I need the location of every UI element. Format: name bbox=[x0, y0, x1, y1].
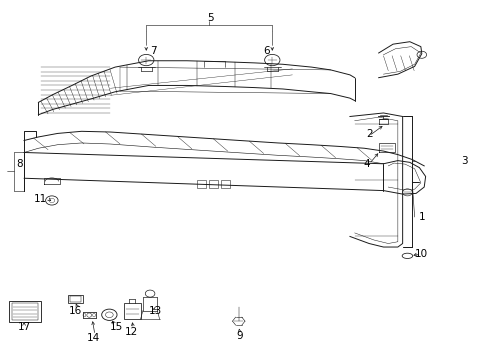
Text: 4: 4 bbox=[363, 159, 369, 169]
Text: 5: 5 bbox=[207, 13, 214, 23]
Bar bbox=[68, 294, 82, 303]
Bar bbox=[220, 180, 230, 188]
Text: 14: 14 bbox=[87, 333, 100, 343]
Text: 7: 7 bbox=[150, 46, 157, 56]
Text: 6: 6 bbox=[262, 46, 269, 56]
Text: 15: 15 bbox=[109, 323, 122, 333]
Bar bbox=[208, 180, 218, 188]
Text: 11: 11 bbox=[34, 194, 47, 204]
Text: 9: 9 bbox=[236, 331, 243, 341]
Text: 10: 10 bbox=[414, 249, 427, 259]
Text: 13: 13 bbox=[149, 306, 162, 315]
Bar bbox=[70, 296, 81, 302]
Text: 1: 1 bbox=[418, 212, 424, 222]
Text: 16: 16 bbox=[69, 306, 82, 315]
Text: 12: 12 bbox=[125, 327, 138, 337]
Bar bbox=[9, 301, 41, 322]
Bar bbox=[12, 303, 39, 320]
Text: 8: 8 bbox=[16, 159, 22, 169]
Text: 2: 2 bbox=[365, 129, 372, 139]
Bar bbox=[196, 180, 206, 188]
Bar bbox=[123, 303, 140, 319]
Text: 3: 3 bbox=[461, 156, 468, 166]
Text: 17: 17 bbox=[18, 323, 31, 333]
